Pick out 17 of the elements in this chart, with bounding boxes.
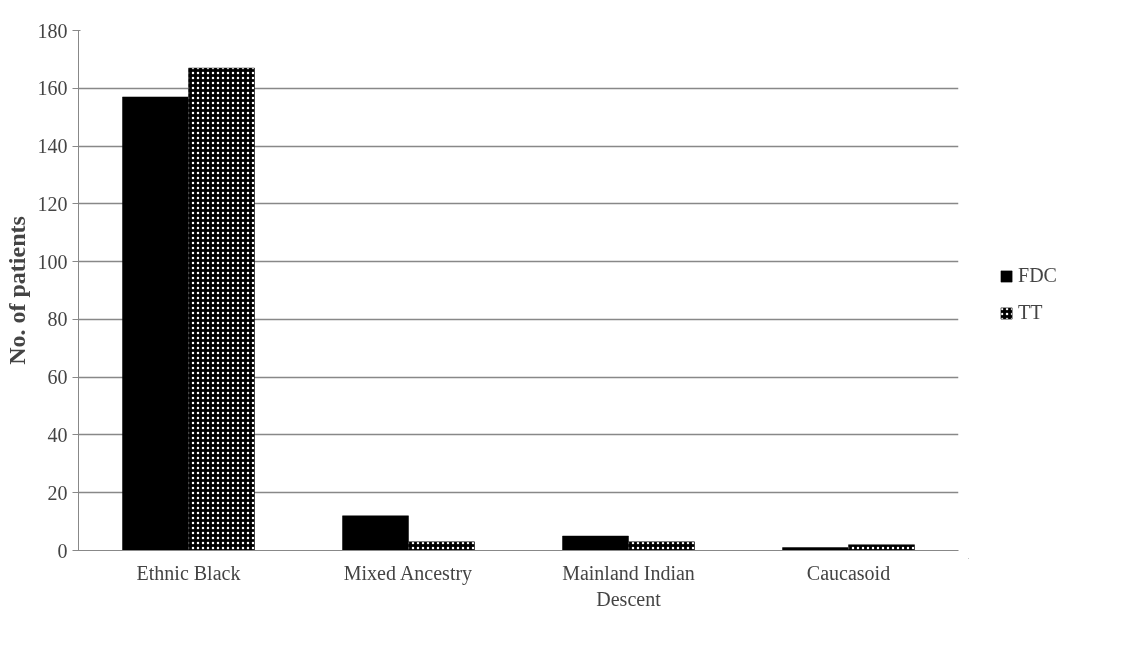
y-tick-label: 120 (37, 192, 68, 215)
y-tick-label: 140 (37, 135, 68, 158)
x-tick-label: Mainland Indian Descent (562, 561, 695, 610)
y-tick-label: 160 (37, 77, 68, 100)
y-tick-label: 100 (37, 250, 68, 273)
y-tick-label: 40 (47, 423, 68, 446)
x-tick-label: Mixed Ancestry (343, 561, 473, 585)
y-tick-label: 20 (47, 481, 68, 504)
y-tick-label: 80 (47, 308, 68, 331)
y-axis-title: No. of patients (3, 216, 30, 365)
legend-label: FDC (1018, 264, 1057, 287)
x-tick-label: Ethnic Black (136, 561, 241, 584)
y-tick-label: 180 (37, 19, 68, 42)
x-tick-label: Caucasoid (806, 561, 891, 584)
y-tick-label: 0 (57, 539, 68, 562)
legend-label: TT (1018, 301, 1043, 324)
y-tick-label: 60 (47, 366, 68, 389)
